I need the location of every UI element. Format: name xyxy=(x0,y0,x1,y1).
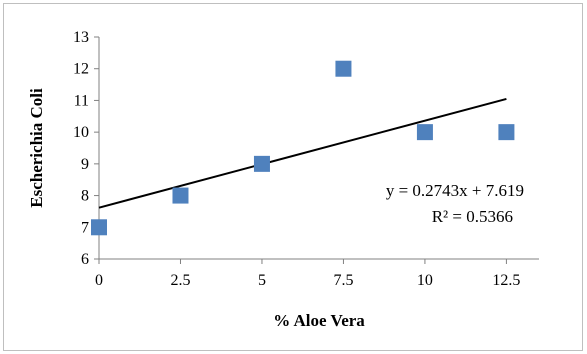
y-tick-label: 12 xyxy=(73,61,89,78)
x-axis-title: % Aloe Vera xyxy=(273,311,365,330)
x-tick-labels: 0 2.5 5 7.5 10 12.5 xyxy=(95,272,520,289)
x-tick-label: 0 xyxy=(95,272,103,289)
data-point xyxy=(91,219,107,236)
data-points xyxy=(91,60,515,236)
x-tick-label: 10 xyxy=(417,272,433,289)
y-tick-label: 10 xyxy=(73,124,89,141)
y-tick-label: 7 xyxy=(81,219,89,236)
y-tick-label: 9 xyxy=(81,156,89,173)
data-point xyxy=(498,124,515,141)
y-tick-label: 6 xyxy=(81,251,89,268)
r-squared-label: R² = 0.5366 xyxy=(432,207,513,226)
x-tick-label: 7.5 xyxy=(333,272,353,289)
trendline xyxy=(98,97,507,209)
y-tick-labels: 6 7 8 9 10 11 12 13 xyxy=(73,29,89,268)
data-point xyxy=(416,124,433,141)
scatter-chart: 6 7 8 9 10 11 12 13 0 2.5 5 7.5 10 12.5 Escherichia … xyxy=(27,29,539,330)
x-tick-label: 5 xyxy=(258,272,266,289)
y-tick-label: 13 xyxy=(73,29,89,46)
y-axis-title: Escherichia Coli xyxy=(27,88,46,208)
trendline-equation: y = 0.2743x + 7.619 xyxy=(386,181,524,200)
data-point xyxy=(335,60,352,77)
trendline-group xyxy=(98,97,507,209)
y-tick-label: 11 xyxy=(74,92,89,109)
chart-area: 6 7 8 9 10 11 12 13 0 2.5 5 7.5 10 12.5 Escherichia … xyxy=(3,3,583,351)
data-point xyxy=(172,187,189,204)
x-tick-label: 2.5 xyxy=(170,272,190,289)
x-tick-label: 12.5 xyxy=(492,272,520,289)
y-tick-label: 8 xyxy=(81,188,89,205)
data-point xyxy=(253,155,270,172)
